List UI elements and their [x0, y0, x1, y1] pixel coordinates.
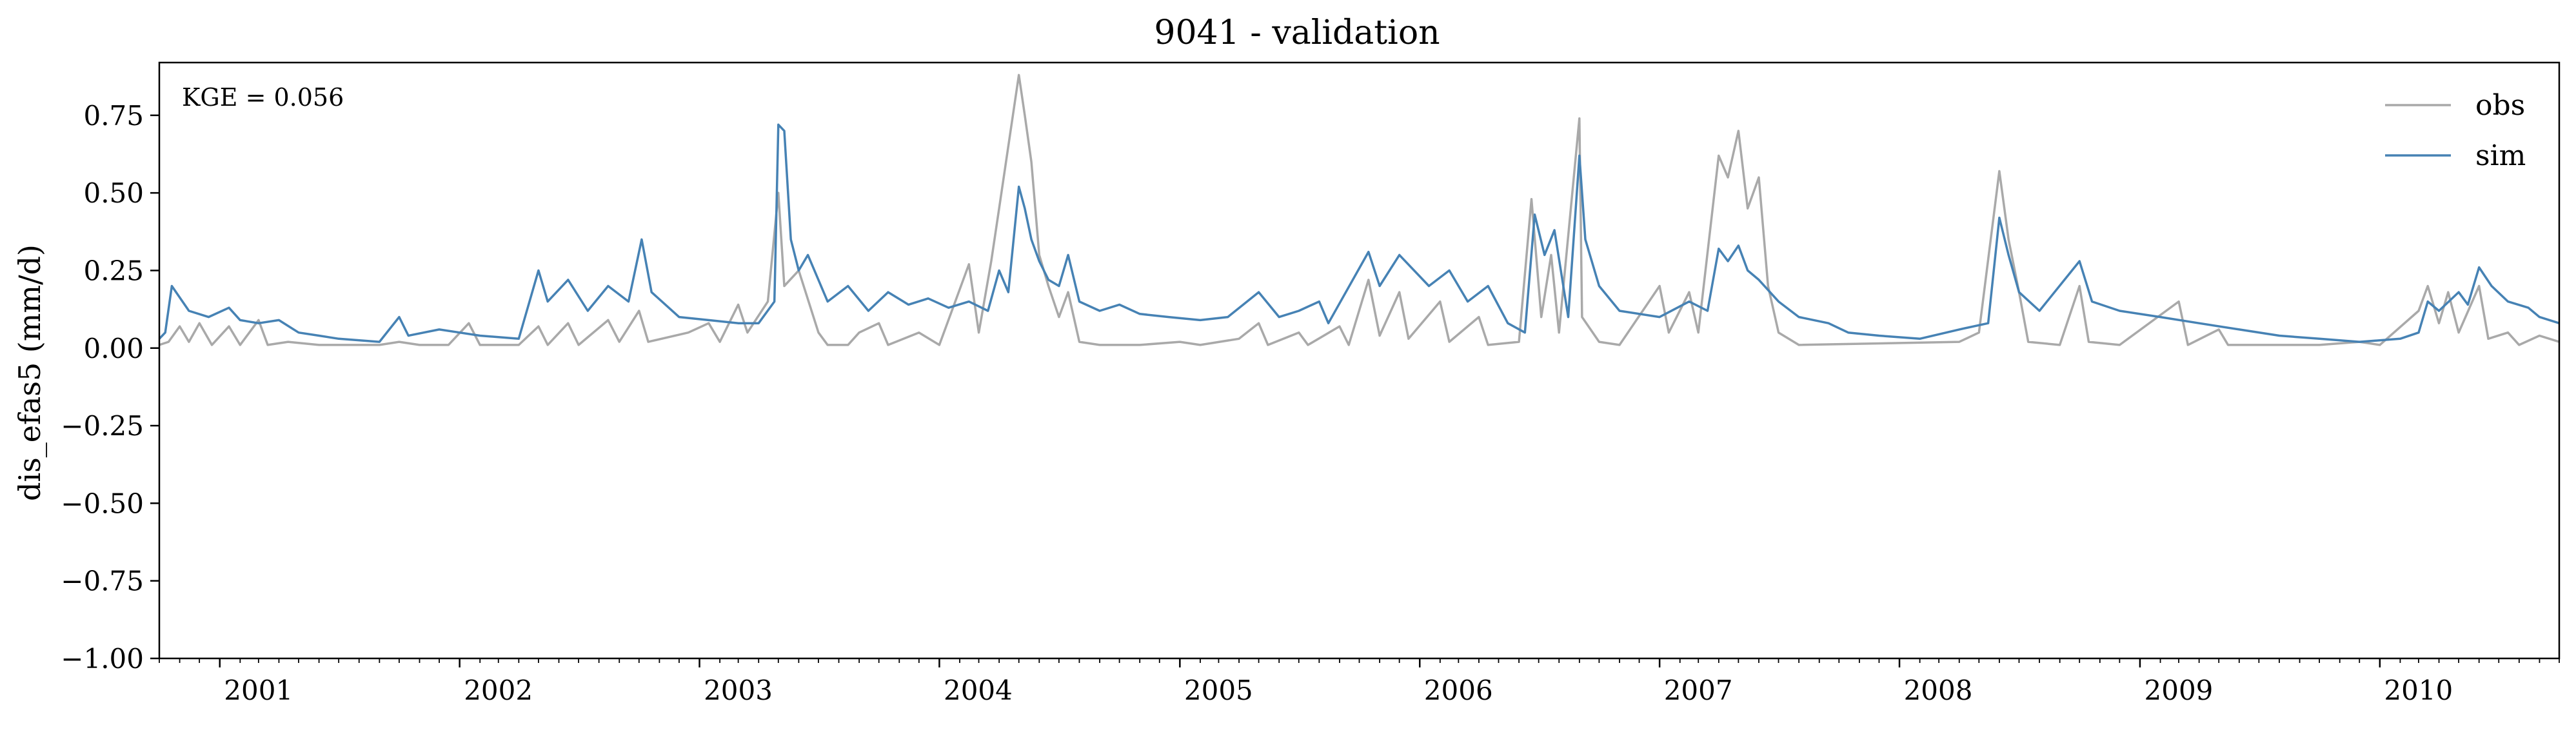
y-tick-label: −0.75: [61, 566, 144, 597]
x-tick-label: 2006: [1424, 675, 1493, 706]
series-layer: [158, 74, 2560, 346]
plot-frame: [158, 61, 2561, 660]
x-tick-label: 2002: [464, 675, 533, 706]
series-line-sim: [158, 123, 2560, 343]
x-axis: 2001 2002 2003 2004 2005 2006 2007 2008 2009 2010: [159, 658, 2560, 706]
x-tick-label: 2010: [2384, 675, 2453, 706]
x-tick-label: 2005: [1184, 675, 1253, 706]
x-tick-label: 2009: [2145, 675, 2214, 706]
legend-label-sim: sim: [2475, 139, 2526, 172]
y-tick-label: 0.00: [83, 333, 144, 364]
chart-title: 9041 - validation: [1154, 14, 1440, 52]
x-tick-label: 2001: [224, 675, 293, 706]
y-tick-label: 0.75: [83, 100, 144, 132]
y-tick-label: −0.25: [61, 410, 144, 442]
y-axis-label: dis_efas5 (mm/d): [12, 244, 47, 501]
y-tick-label: −1.00: [61, 643, 144, 675]
y-tick-label: 0.50: [83, 177, 144, 209]
kge-annotation: KGE = 0.056: [182, 83, 344, 112]
x-tick-label: 2004: [944, 675, 1013, 706]
x-tick-label: 2007: [1664, 675, 1733, 706]
x-tick-label: 2003: [704, 675, 773, 706]
y-tick-label: 0.25: [83, 255, 144, 286]
x-tick-label: 2008: [1904, 675, 1973, 706]
y-axis: 0.75 0.50 0.25 0.00 −0.25 −0.50 −0.75 −1.00: [61, 100, 159, 675]
legend: obs sim: [2385, 89, 2526, 172]
legend-label-obs: obs: [2475, 89, 2525, 122]
series-line-obs: [159, 74, 2560, 346]
y-tick-label: −0.50: [61, 488, 144, 519]
